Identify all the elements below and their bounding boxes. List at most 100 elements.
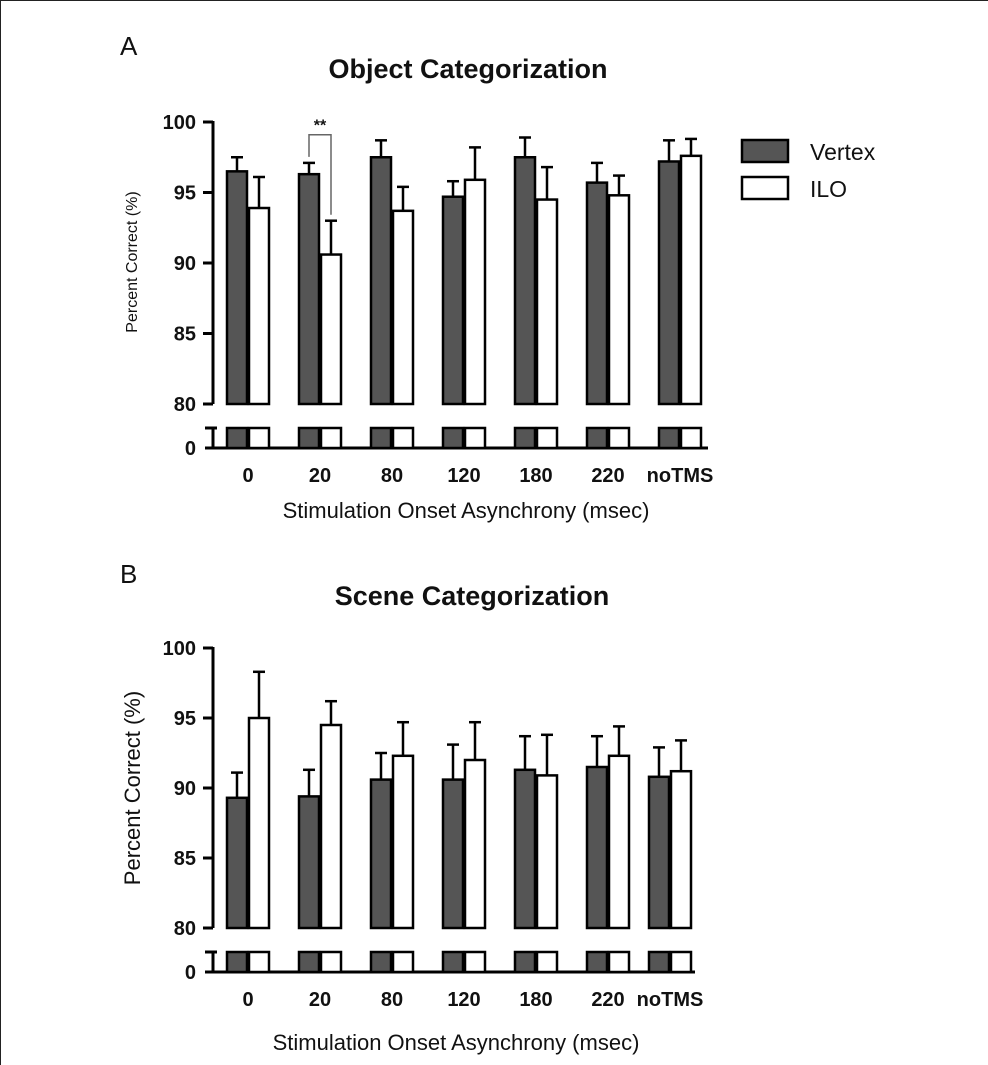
panel-b-letter: B (120, 559, 137, 589)
frame-left-border (0, 0, 1, 1065)
panel-a-x-tick-label: 80 (381, 465, 403, 487)
panel-b-y-tick-label: 85 (174, 848, 196, 870)
panel-b-bar-stub-vertex (513, 950, 537, 974)
panel-a-bar-stub-ilo (247, 426, 271, 450)
panel-a-x-tick-label: 0 (242, 465, 253, 487)
panel-a-bar-vertex (513, 156, 537, 406)
panel-b-bar-stub-ilo (607, 950, 631, 974)
panel-a-bar-stub-ilo (535, 426, 559, 450)
panel-b-x-tick-label: 120 (447, 989, 480, 1011)
panel-a-significance-label: ** (314, 118, 327, 135)
plots-layer: 100 95 90 85 80 0 0 20 80 120 180 220 noTMS ** 100 95 90… (163, 112, 714, 1011)
panel-b-bar-ilo (319, 723, 343, 930)
panel-a-x-tick-label: 220 (591, 465, 624, 487)
panel-a-y-tick-label: 0 (185, 438, 196, 460)
legend-swatch-vertex (740, 138, 790, 164)
panel-b-x-tick-label: 220 (591, 989, 624, 1011)
panel-a-y-tick-label: 95 (174, 183, 196, 205)
panel-a-bar-stub-vertex (441, 426, 465, 450)
panel-a-xlabel: Stimulation Onset Asynchrony (msec) (283, 498, 650, 523)
panel-b-x-tick-label: 180 (519, 989, 552, 1011)
panel-a-bar-ilo (679, 154, 703, 406)
panel-b-bar-vertex (585, 765, 609, 930)
panel-b-ylabel: Percent Correct (%) (120, 691, 145, 885)
panel-b-y-tick-label: 95 (174, 708, 196, 730)
panel-a-bar-ilo (319, 253, 343, 406)
panel-a-bar-ilo (463, 178, 487, 406)
panel-b-bar-vertex (647, 775, 671, 930)
panel-b-bar-stub-vertex (647, 950, 671, 974)
panel-a-y-tick-label: 90 (174, 253, 196, 275)
panel-a-significance-bracket (308, 133, 332, 215)
panel-a-bar-stub-vertex (585, 426, 609, 450)
panel-b-y-tick-label: 0 (185, 962, 196, 984)
panel-a-bar-vertex (297, 172, 321, 406)
panel-b-x-tick-label: 80 (381, 989, 403, 1011)
panel-a-x-tick-label: noTMS (647, 465, 714, 487)
panel-b-bar-stub-ilo (319, 950, 343, 974)
panel-a-bar-stub-ilo (319, 426, 343, 450)
panel-b-bar-stub-vertex (369, 950, 393, 974)
panel-a-bar-ilo (247, 206, 271, 406)
panel-b-x-tick-label: noTMS (637, 989, 704, 1011)
panel-a-ylabel: Percent Correct (%) (124, 191, 141, 332)
panel-b-xlabel: Stimulation Onset Asynchrony (msec) (273, 1030, 640, 1055)
panel-b-bar-vertex (369, 778, 393, 930)
panel-b-bar-ilo (669, 769, 693, 930)
panel-b-bar-stub-vertex (585, 950, 609, 974)
panel-b-bar-vertex (441, 778, 465, 930)
panel-b-y-tick-label: 90 (174, 778, 196, 800)
panel-a-letter: A (120, 31, 138, 61)
panel-a-bar-stub-vertex (513, 426, 537, 450)
panel-a-bar-stub-ilo (607, 426, 631, 450)
panel-b-bar-stub-ilo (535, 950, 559, 974)
panel-b-y-tick-label: 80 (174, 918, 196, 940)
panel-a-bar-stub-vertex (369, 426, 393, 450)
panel-a-bar-stub-vertex (297, 426, 321, 450)
panel-a-y-tick-label: 100 (163, 112, 196, 134)
panel-a-bar-stub-ilo (391, 426, 415, 450)
panel-b-bar-vertex (513, 768, 537, 930)
panel-b-bar-ilo (607, 754, 631, 930)
panel-b-bar-stub-vertex (297, 950, 321, 974)
panel-a-bar-vertex (369, 156, 393, 406)
panel-a-x-tick-label: 120 (447, 465, 480, 487)
panel-b-title: Scene Categorization (335, 581, 610, 611)
panel-b-bar-ilo (247, 716, 271, 930)
panel-b-bar-stub-ilo (391, 950, 415, 974)
legend-label-vertex: Vertex (810, 139, 876, 165)
panel-b-bar-stub-ilo (247, 950, 271, 974)
panel-a-x-tick-label: 180 (519, 465, 552, 487)
panel-a-x-tick-label: 20 (309, 465, 331, 487)
panel-b-bar-ilo (535, 774, 559, 930)
panel-a-bar-vertex (657, 160, 681, 406)
panel-a-bar-stub-ilo (463, 426, 487, 450)
panel-a-bar-ilo (391, 209, 415, 406)
panel-b-bar-stub-vertex (441, 950, 465, 974)
panel-a-bar-ilo (607, 194, 631, 406)
panel-a-bar-ilo (535, 198, 559, 406)
panel-b-bar-ilo (391, 754, 415, 930)
panel-b-x-tick-label: 0 (242, 989, 253, 1011)
panel-b-bar-vertex (297, 795, 321, 930)
panel-b-bar-stub-vertex (225, 950, 249, 974)
legend-label-ilo: ILO (810, 176, 847, 202)
panel-b-bar-stub-ilo (463, 950, 487, 974)
panel-a-bar-vertex (441, 195, 465, 406)
panel-a-y-tick-label: 85 (174, 324, 196, 346)
panel-b-bar-ilo (463, 758, 487, 930)
panel-b-bar-vertex (225, 796, 249, 930)
panel-a-bar-stub-vertex (657, 426, 681, 450)
legend-swatch-ilo (740, 175, 790, 201)
panel-a-bar-stub-ilo (679, 426, 703, 450)
panel-a-bar-vertex (225, 170, 249, 406)
panel-a-bar-stub-vertex (225, 426, 249, 450)
panel-a-bar-vertex (585, 181, 609, 406)
panel-a-title: Object Categorization (328, 54, 607, 84)
panel-b-bar-stub-ilo (669, 950, 693, 974)
panel-b-x-tick-label: 20 (309, 989, 331, 1011)
panel-b-y-tick-label: 100 (163, 638, 196, 660)
panel-a-y-tick-label: 80 (174, 394, 196, 416)
frame-top-border (0, 0, 988, 1)
